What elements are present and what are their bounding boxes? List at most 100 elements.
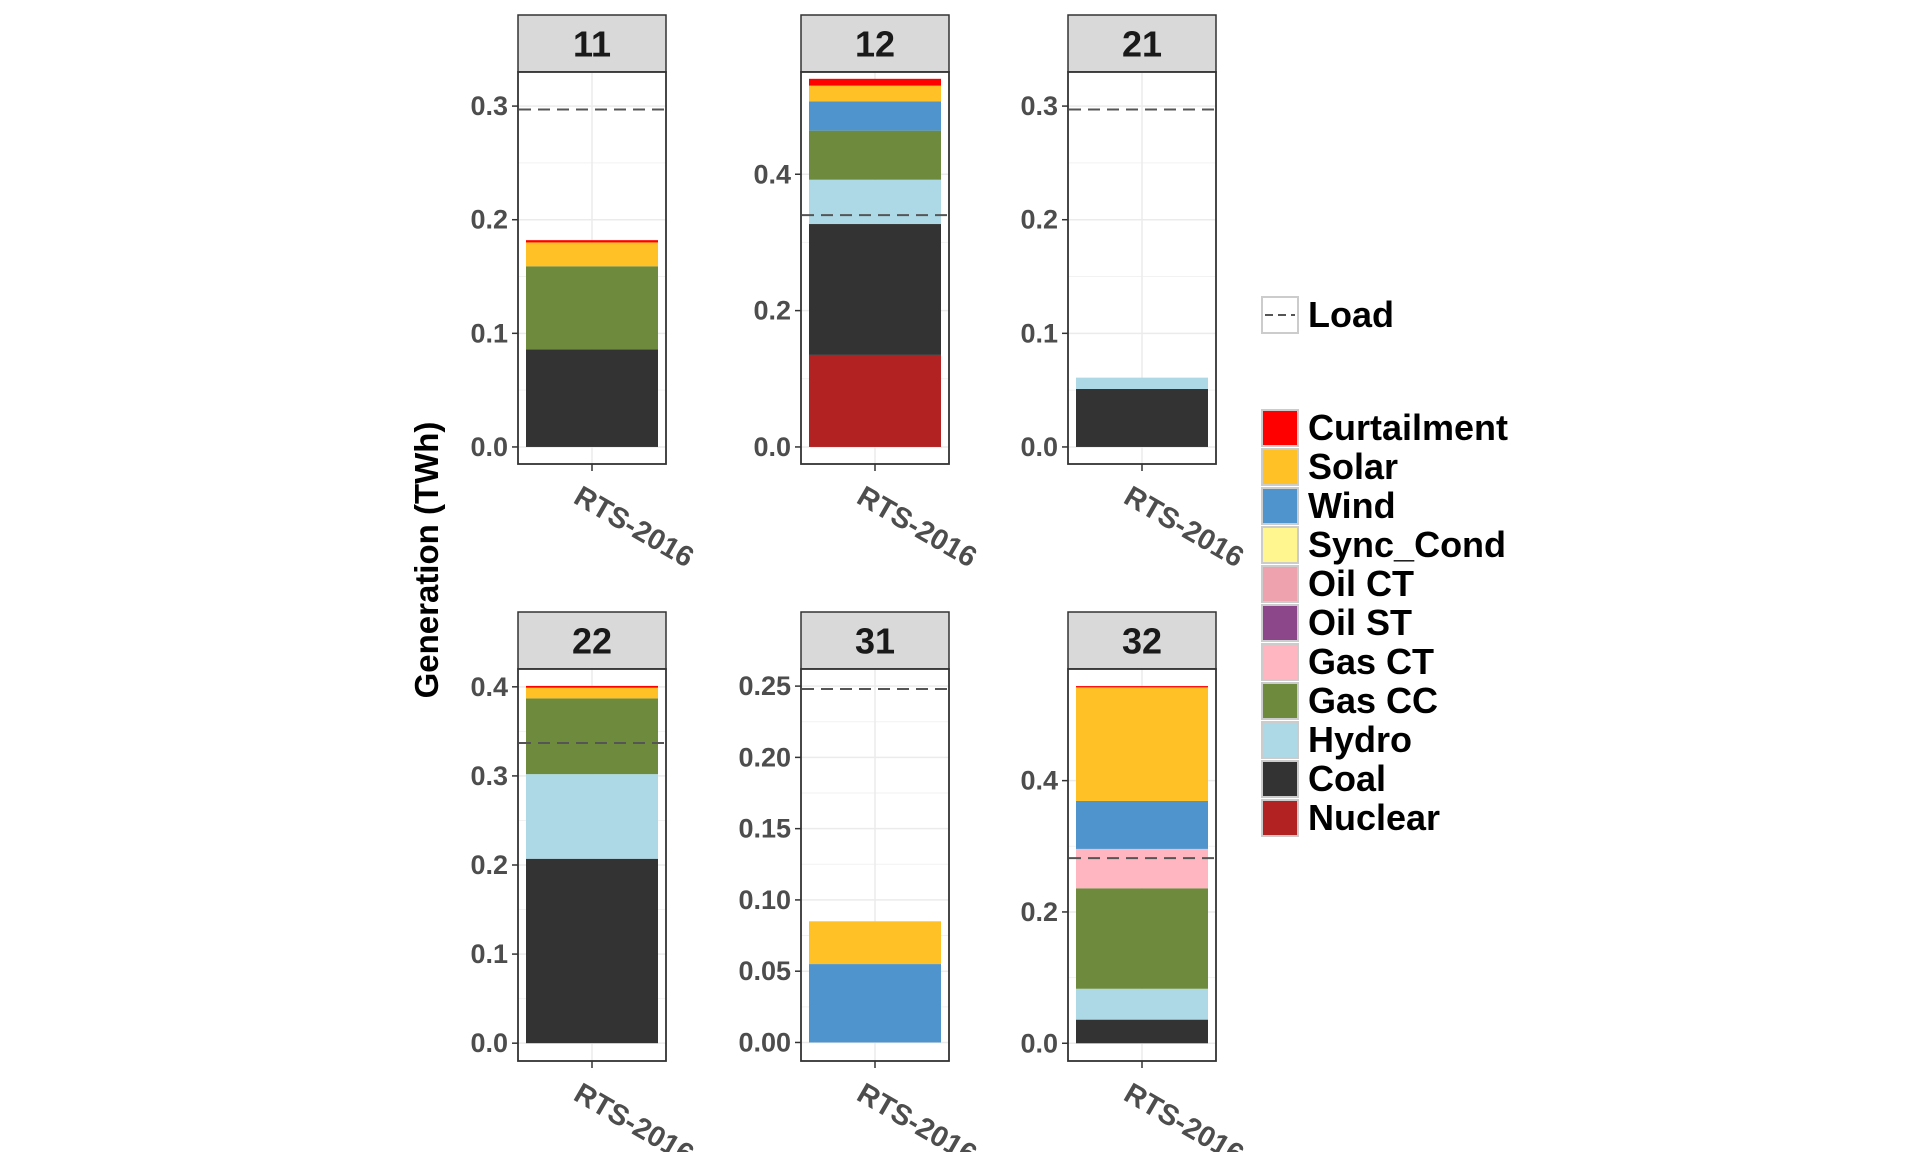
y-tick-label: 0.0	[753, 432, 791, 462]
y-tick-label: 0.1	[470, 939, 508, 969]
x-tick-label: RTS-2016	[1119, 480, 1249, 574]
bar-segment-hydro	[1076, 988, 1208, 1020]
facet-panels: 11 0.0 0.1 0.2 0.3 RTS-2016 12 0.0 0.2 0.4 RTS-201…	[470, 14, 1249, 1152]
legend-key-oil-st	[1261, 604, 1299, 642]
y-tick-label: 0.4	[470, 672, 508, 702]
bar-segment-hydro	[1076, 377, 1208, 390]
y-tick-label: 0.2	[753, 296, 791, 326]
legend-label-hydro: Hydro	[1308, 719, 1412, 760]
bar-segment-solar	[526, 242, 658, 267]
bar-segment-solar	[526, 687, 658, 699]
legend-key-wind	[1261, 487, 1299, 525]
bar-segment-coal	[809, 224, 941, 355]
facet-title: 32	[1122, 621, 1162, 662]
legend-label-curtailment: Curtailment	[1308, 407, 1508, 448]
y-tick-label: 0.2	[470, 850, 508, 880]
bar-segment-solar	[1076, 687, 1208, 801]
bar-segment-coal	[1076, 389, 1208, 447]
legend-label-gas-ct: Gas CT	[1308, 641, 1434, 682]
bar-segment-wind	[809, 964, 941, 1043]
x-tick-label: RTS-2016	[569, 1077, 699, 1152]
bar-segment-curtailment	[809, 78, 941, 86]
bar-segment-solar	[809, 85, 941, 102]
legend-key-hydro	[1261, 721, 1299, 759]
y-tick-label: 0.00	[738, 1027, 791, 1057]
y-tick-label: 0.25	[738, 671, 791, 701]
legend-key-gas-cc	[1261, 682, 1299, 720]
y-tick-label: 0.0	[470, 1028, 508, 1058]
legend-key-gas-ct	[1261, 643, 1299, 681]
y-tick-label: 0.0	[470, 432, 508, 462]
legend-label-load: Load	[1308, 294, 1394, 335]
legend-key-oil-ct	[1261, 565, 1299, 603]
legend-label-sync-cond: Sync_Cond	[1308, 524, 1506, 565]
bar-segment-hydro	[809, 179, 941, 225]
y-tick-label: 0.4	[753, 159, 791, 189]
y-tick-label: 0.3	[470, 91, 508, 121]
x-tick-label: RTS-2016	[569, 480, 699, 574]
bar-segment-solar	[809, 921, 941, 965]
facet-title: 11	[573, 24, 611, 65]
x-tick-label: RTS-2016	[852, 480, 982, 574]
bar-segment-gas-cc	[526, 698, 658, 775]
y-tick-label: 0.15	[738, 814, 791, 844]
facet-strip	[800, 14, 950, 73]
y-tick-label: 0.0	[1020, 432, 1058, 462]
legend-key-coal	[1261, 760, 1299, 798]
x-tick-label: RTS-2016	[852, 1077, 982, 1152]
y-tick-label: 0.10	[738, 885, 791, 915]
y-tick-label: 0.0	[1020, 1028, 1058, 1058]
legend-label-wind: Wind	[1308, 485, 1396, 526]
bar-segment-curtailment	[1076, 686, 1208, 688]
legend-key-sync-cond	[1261, 526, 1299, 564]
legend-key-curtailment	[1261, 409, 1299, 447]
bar-segment-gas-ct	[1076, 848, 1208, 889]
facet-panel-32: 32 0.0 0.2 0.4 RTS-2016	[1020, 611, 1249, 1152]
bar-segment-curtailment	[526, 240, 658, 243]
y-tick-label: 0.2	[1020, 205, 1058, 235]
bar-segment-coal	[1076, 1019, 1208, 1044]
legend-label-coal: Coal	[1308, 758, 1386, 799]
bar-segment-gas-cc	[1076, 888, 1208, 989]
bar-segment-hydro	[526, 774, 658, 859]
bar-segment-coal	[526, 349, 658, 447]
facet-panel-31: 31 0.00 0.05 0.10 0.15 0.20 0.25 RTS-2016	[738, 611, 982, 1152]
y-tick-label: 0.3	[470, 761, 508, 791]
facet-strip	[1067, 611, 1217, 670]
y-tick-label: 0.1	[1020, 318, 1058, 348]
facet-panel-11: 11 0.0 0.1 0.2 0.3 RTS-2016	[470, 14, 699, 574]
legend-label-gas-cc: Gas CC	[1308, 680, 1438, 721]
y-tick-label: 0.4	[1020, 766, 1058, 796]
y-axis-title: Generation (TWh)	[408, 422, 445, 699]
legend-label-oil-ct: Oil CT	[1308, 563, 1414, 604]
y-tick-label: 0.2	[470, 205, 508, 235]
y-tick-label: 0.2	[1020, 897, 1058, 927]
legend-label-oil-st: Oil ST	[1308, 602, 1412, 643]
bar-segment-gas-cc	[526, 266, 658, 350]
bar-segment-wind	[809, 101, 941, 131]
y-tick-label: 0.20	[738, 742, 791, 772]
facet-strip	[517, 14, 667, 73]
bar-segment-gas-cc	[809, 130, 941, 180]
facet-title: 31	[855, 621, 895, 662]
facet-title: 12	[855, 24, 895, 65]
facet-title: 21	[1122, 24, 1162, 65]
bar-segment-wind	[1076, 800, 1208, 849]
facet-title: 22	[572, 621, 612, 662]
x-tick-label: RTS-2016	[1119, 1077, 1249, 1152]
facet-panel-12: 12 0.0 0.2 0.4 RTS-2016	[753, 14, 982, 574]
facet-panel-21: 21 0.0 0.1 0.2 0.3 RTS-2016	[1020, 14, 1249, 574]
y-tick-label: 0.05	[738, 956, 791, 986]
legend-label-nuclear: Nuclear	[1308, 797, 1440, 838]
bar-segment-coal	[526, 858, 658, 1044]
bar-segment-curtailment	[526, 685, 658, 688]
y-tick-label: 0.3	[1020, 91, 1058, 121]
legend-label-solar: Solar	[1308, 446, 1398, 487]
legend-key-solar	[1261, 448, 1299, 486]
bar-segment-nuclear	[809, 354, 941, 447]
legend-key-nuclear	[1261, 799, 1299, 837]
y-tick-label: 0.1	[470, 318, 508, 348]
facet-panel-22: 22 0.0 0.1 0.2 0.3 0.4 RTS-2016	[470, 611, 699, 1152]
